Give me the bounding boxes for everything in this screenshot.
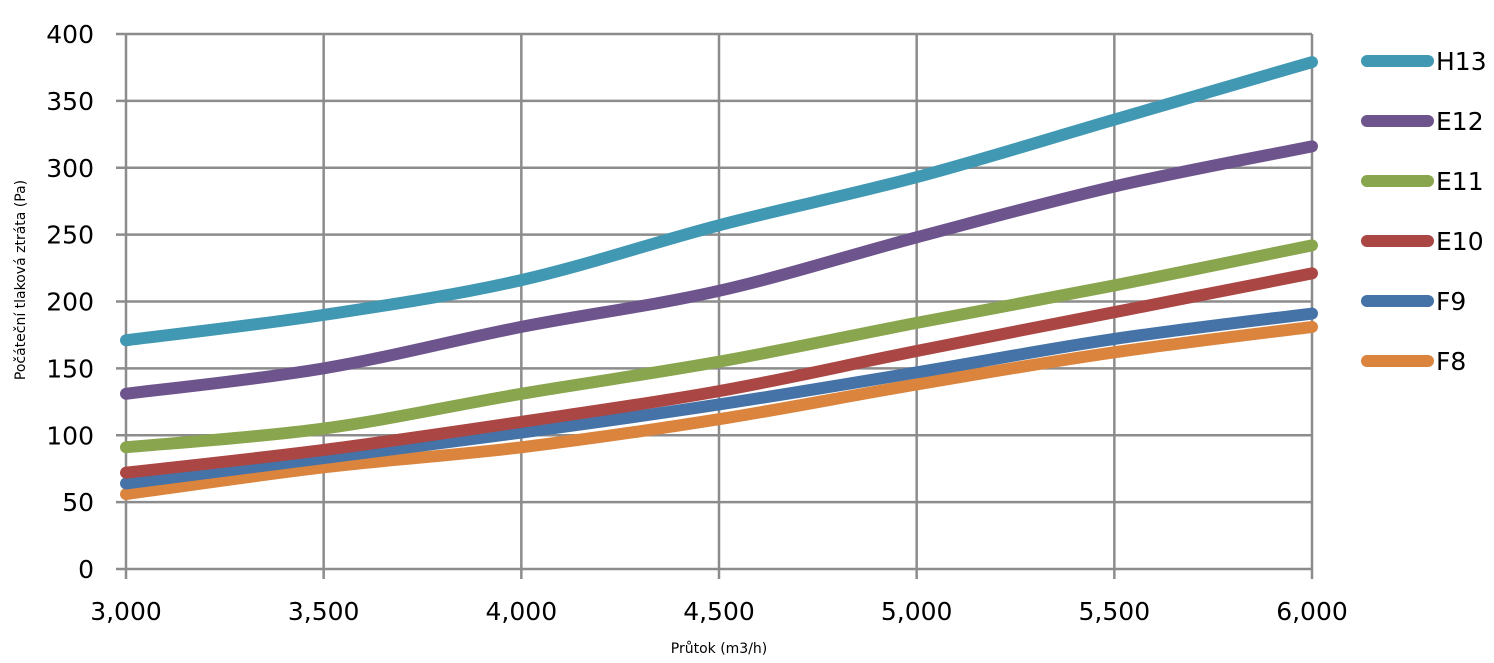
legend-label-e12: E12 xyxy=(1436,107,1484,136)
y-tick-label: 0 xyxy=(78,555,94,584)
x-tick-label: 6,000 xyxy=(1276,597,1348,626)
x-tick-label: 5,500 xyxy=(1079,597,1151,626)
x-tick-label: 5,000 xyxy=(881,597,953,626)
series-line-f8 xyxy=(120,320,1318,501)
y-axis-title: Počáteční tlaková ztráta (Pa) xyxy=(13,180,29,380)
y-tick-label: 400 xyxy=(46,20,94,49)
legend: H13 E12 E11 E10 F9 F8 xyxy=(1361,47,1487,376)
x-tick-label: 3,000 xyxy=(90,597,162,626)
y-tick-label: 50 xyxy=(62,488,94,517)
legend-label-f9: F9 xyxy=(1436,287,1466,316)
y-tick-labels: 0 50 100 150 200 250 300 350 400 xyxy=(46,20,94,584)
x-tick-labels: 3,000 3,500 4,000 4,500 5,000 5,500 6,000 xyxy=(90,597,1348,626)
y-tick-label: 100 xyxy=(46,421,94,450)
y-tick-label: 250 xyxy=(46,221,94,250)
y-tick-label: 150 xyxy=(46,354,94,383)
series-lines xyxy=(120,56,1318,501)
x-tick-label: 4,000 xyxy=(486,597,558,626)
legend-label-e10: E10 xyxy=(1436,227,1484,256)
x-tick-label: 4,500 xyxy=(683,597,755,626)
x-tick-label: 3,500 xyxy=(288,597,360,626)
x-axis-title: Průtok (m3/h) xyxy=(671,641,768,657)
y-tick-label: 200 xyxy=(46,288,94,317)
series-line-e11 xyxy=(120,239,1318,454)
y-tick-label: 350 xyxy=(46,87,94,116)
series-line-e10 xyxy=(120,267,1318,479)
series-line-e12 xyxy=(120,140,1318,400)
legend-label-f8: F8 xyxy=(1436,347,1466,376)
legend-label-e11: E11 xyxy=(1436,167,1484,196)
y-tick-label: 300 xyxy=(46,154,94,183)
legend-label-h13: H13 xyxy=(1436,47,1487,76)
series-line-f9 xyxy=(120,307,1318,490)
series-line-h13 xyxy=(120,56,1318,347)
